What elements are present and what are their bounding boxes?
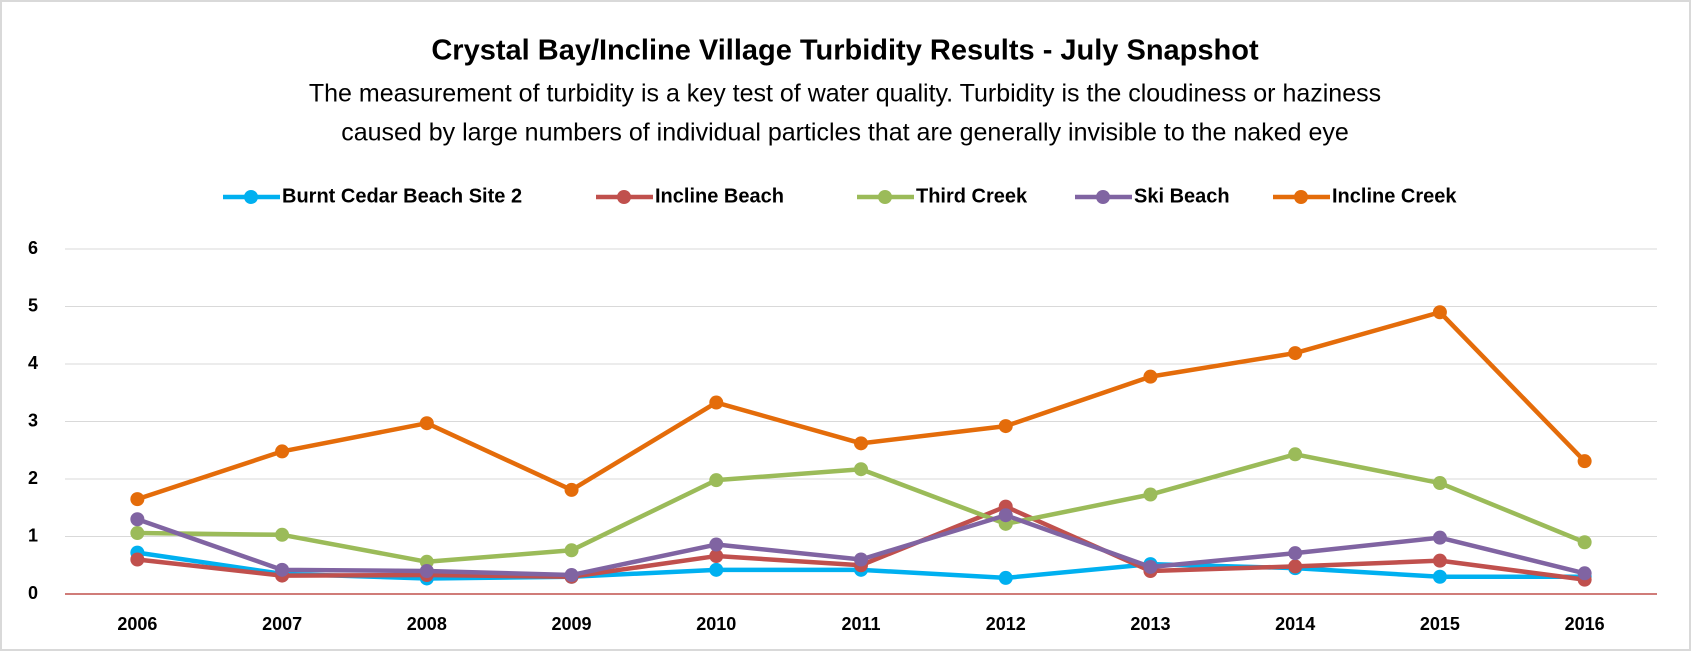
legend-label: Third Creek [916,185,1028,207]
point [130,526,145,541]
point [1432,553,1447,568]
point [709,549,724,564]
point [275,527,290,542]
y-tick-label: 4 [28,353,38,373]
point [1577,566,1592,581]
point [709,395,724,410]
legend-label: Ski Beach [1134,185,1230,207]
point [419,416,434,431]
point [1143,369,1158,384]
point [1288,447,1303,462]
point [1143,559,1158,574]
x-tick-label: 2016 [1565,614,1605,634]
x-tick-label: 2010 [696,614,736,634]
legend-label: Incline Beach [655,185,784,207]
point [275,562,290,577]
y-tick-label: 3 [28,410,38,430]
legend-marker [244,190,258,204]
legend-marker [1096,190,1110,204]
point [709,562,724,577]
point [130,512,145,527]
point [1577,535,1592,550]
point [564,482,579,497]
point [1432,476,1447,491]
x-tick-label: 2006 [117,614,157,634]
x-tick-label: 2007 [262,614,302,634]
point [1143,487,1158,502]
point [998,508,1013,523]
point [998,419,1013,434]
point [275,444,290,459]
chart-subtitle: caused by large numbers of individual pa… [341,119,1349,147]
x-tick-label: 2014 [1275,614,1315,634]
point [564,568,579,583]
x-tick-label: 2015 [1420,614,1460,634]
point [1432,305,1447,320]
legend-label: Burnt Cedar Beach Site 2 [282,185,522,207]
x-tick-label: 2011 [841,614,880,634]
point [1288,546,1303,561]
point [130,552,145,567]
point [564,543,579,558]
y-tick-label: 0 [28,583,38,603]
chart-title: Crystal Bay/Incline Village Turbidity Re… [431,35,1259,67]
point [1288,559,1303,574]
point [1432,530,1447,545]
point [419,564,434,578]
legend-label: Incline Creek [1332,185,1457,207]
legend-marker [878,190,892,204]
point [854,436,868,451]
y-tick-label: 6 [28,238,38,258]
point [130,492,145,507]
x-tick-label: 2009 [552,614,592,634]
x-tick-label: 2013 [1130,614,1170,634]
y-tick-label: 5 [28,295,38,315]
y-tick-label: 1 [28,525,38,545]
legend-marker [617,190,631,204]
point [854,552,868,567]
x-tick-label: 2008 [407,614,447,634]
x-tick-label: 2012 [986,614,1026,634]
point [709,537,724,552]
point [854,462,868,477]
point [1288,346,1303,361]
point [998,570,1013,585]
legend-marker [1294,190,1308,204]
chart-subtitle: The measurement of turbidity is a key te… [309,80,1381,108]
point [709,473,724,488]
y-tick-label: 2 [28,468,38,488]
point [1432,569,1447,584]
point [1577,454,1592,469]
